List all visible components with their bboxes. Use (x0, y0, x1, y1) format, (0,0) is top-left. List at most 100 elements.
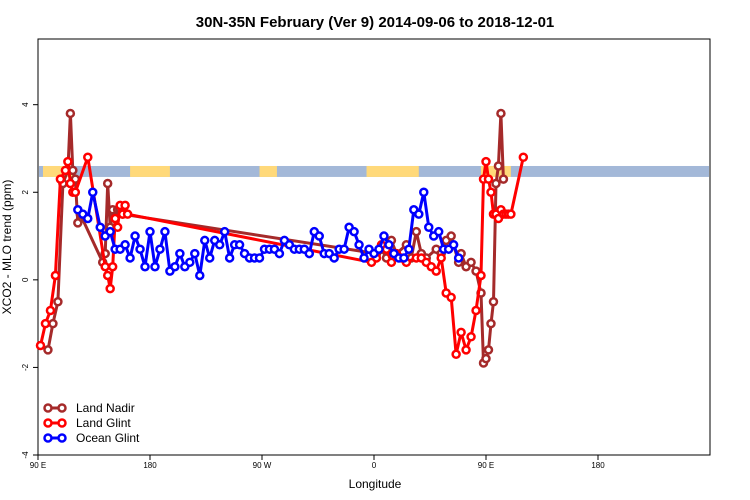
data-point (384, 240, 394, 250)
data-point (107, 261, 118, 272)
data-point (102, 270, 113, 281)
land-mask-band (39, 165, 709, 177)
data-point (105, 226, 115, 237)
data-point (506, 209, 516, 219)
data-point (476, 270, 486, 281)
data-point (110, 213, 120, 224)
data-point (83, 213, 93, 224)
data-point (461, 345, 471, 355)
data-point (105, 283, 115, 294)
data-point (53, 296, 63, 307)
x-tick-label: 180 (143, 461, 157, 470)
data-point (254, 253, 265, 263)
legend-marker (57, 418, 67, 428)
axes: 90 E 180 90 W 0 90 E 180 -4 -2 0 2 4 (21, 102, 605, 470)
data-point (40, 318, 51, 329)
data-point (60, 165, 71, 176)
land-segment-0 (42, 165, 73, 177)
data-point (120, 240, 130, 250)
data-point (466, 257, 476, 268)
data-point (471, 305, 481, 316)
data-point (120, 200, 130, 211)
data-point (200, 235, 210, 246)
land-segment-2 (259, 165, 277, 177)
data-point (50, 270, 61, 281)
y-tick-label: -2 (21, 363, 30, 371)
data-point (359, 253, 369, 263)
data-point (35, 340, 46, 351)
x-tick-label: 0 (372, 461, 377, 470)
data-point (150, 261, 160, 272)
legend-label: Ocean Glint (76, 431, 140, 445)
data-point (125, 253, 135, 263)
data-point (491, 178, 501, 189)
data-point (45, 305, 56, 316)
data-point (518, 152, 529, 162)
data-point (493, 161, 504, 171)
data-point (488, 296, 499, 307)
data-point (451, 349, 461, 360)
data-point (83, 152, 93, 162)
data-point (404, 244, 414, 254)
data-point (195, 270, 205, 281)
data-point (70, 187, 81, 198)
data-point (48, 318, 58, 329)
x-tick-label: 90 W (253, 461, 272, 470)
land-segment-3 (366, 165, 419, 177)
data-point (160, 226, 170, 237)
legend-label: Land Glint (76, 416, 131, 430)
data-point (399, 253, 409, 263)
data-point (349, 226, 359, 237)
data-point (386, 257, 397, 268)
data-point (122, 209, 133, 219)
data-point (95, 222, 105, 233)
data-point (486, 318, 496, 329)
data-point (446, 231, 456, 241)
data-point (339, 244, 349, 254)
data-point (190, 248, 200, 259)
series-2 (73, 187, 464, 281)
data-point (456, 327, 466, 338)
data-point (411, 226, 422, 237)
data-point (314, 231, 324, 241)
legend-marker (57, 403, 67, 413)
data-point (185, 257, 195, 268)
legend-marker (57, 433, 67, 443)
data-point (354, 240, 364, 250)
data-point (170, 261, 180, 272)
data-point (481, 353, 491, 364)
y-axis-label: XCO2 - MLO trend (ppm) (0, 180, 14, 315)
data-point (145, 226, 155, 237)
data-point (414, 209, 424, 219)
data-point (304, 248, 315, 259)
data-point (424, 222, 434, 233)
data-point (496, 108, 506, 119)
data-point (130, 231, 140, 241)
x-axis-label: Longitude (349, 477, 402, 491)
data-point (73, 218, 83, 228)
data-point (379, 231, 389, 241)
data-point (219, 226, 230, 237)
data-point (88, 187, 98, 198)
data-point (481, 156, 491, 167)
legend-marker (43, 403, 53, 413)
data-point (43, 345, 53, 355)
land-segment-4 (481, 165, 511, 177)
data-point (204, 253, 215, 263)
data-point (112, 222, 123, 233)
y-tick-label: -4 (21, 451, 30, 459)
data-point (65, 108, 76, 119)
y-tick-label: 2 (21, 189, 30, 194)
data-point (135, 244, 145, 254)
legend-marker (43, 433, 53, 443)
data-point (224, 253, 235, 263)
data-point (486, 187, 496, 198)
data-point (274, 248, 285, 259)
data-point (63, 156, 73, 167)
data-point (234, 240, 245, 250)
x-tick-label: 90 E (478, 461, 494, 470)
data-point (466, 332, 476, 342)
data-point (498, 174, 509, 184)
